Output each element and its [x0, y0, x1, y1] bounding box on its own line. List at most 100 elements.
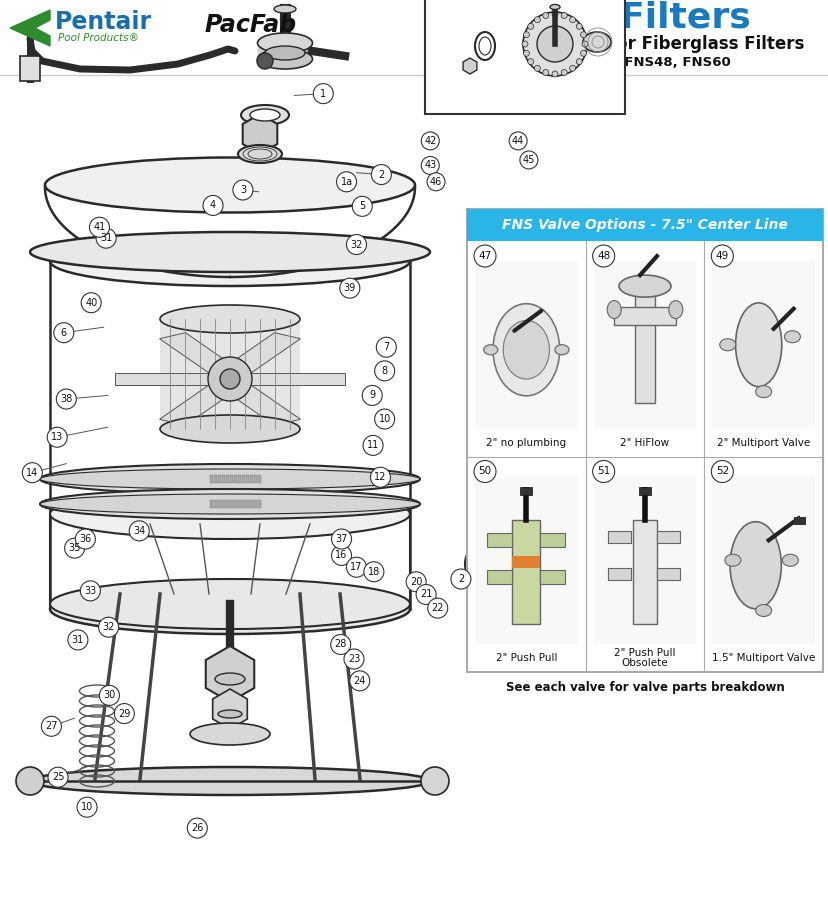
- Ellipse shape: [783, 331, 800, 343]
- Circle shape: [575, 59, 581, 65]
- Circle shape: [331, 545, 351, 565]
- Ellipse shape: [238, 145, 282, 163]
- Text: 1a: 1a: [340, 176, 352, 187]
- Text: 48: 48: [596, 251, 609, 261]
- Text: 12: 12: [374, 472, 386, 483]
- Circle shape: [522, 32, 529, 38]
- Bar: [258, 43, 311, 59]
- Ellipse shape: [734, 303, 781, 386]
- Polygon shape: [159, 381, 240, 425]
- Circle shape: [710, 245, 733, 267]
- Bar: [633, 520, 657, 624]
- Text: 17: 17: [350, 562, 362, 573]
- Text: 32: 32: [350, 239, 362, 250]
- Circle shape: [99, 617, 118, 637]
- Text: 6: 6: [60, 327, 67, 338]
- Text: 47: 47: [478, 251, 491, 261]
- Text: 31: 31: [100, 233, 112, 244]
- Bar: [593, 261, 696, 428]
- Bar: [540, 570, 565, 584]
- Bar: [258, 500, 261, 508]
- Circle shape: [580, 50, 586, 56]
- Text: 9: 9: [368, 390, 375, 401]
- Bar: [214, 475, 217, 483]
- Text: 52: 52: [715, 466, 728, 476]
- Circle shape: [522, 12, 586, 76]
- Ellipse shape: [50, 236, 410, 286]
- Bar: [634, 286, 654, 404]
- Bar: [657, 567, 679, 580]
- Text: Pool Products®: Pool Products®: [58, 33, 139, 43]
- Ellipse shape: [719, 339, 734, 351]
- Bar: [233, 500, 237, 508]
- Ellipse shape: [241, 105, 289, 125]
- Circle shape: [257, 53, 272, 69]
- Circle shape: [47, 427, 67, 447]
- Circle shape: [450, 569, 470, 589]
- Bar: [425, 0, 624, 114]
- Ellipse shape: [30, 767, 430, 795]
- Circle shape: [508, 132, 527, 150]
- Ellipse shape: [274, 5, 296, 13]
- Bar: [218, 475, 221, 483]
- Circle shape: [710, 461, 733, 483]
- Text: 31: 31: [72, 634, 84, 645]
- Text: 51: 51: [596, 466, 609, 476]
- Text: 2" HiFlow: 2" HiFlow: [619, 437, 669, 447]
- Circle shape: [363, 562, 383, 582]
- Text: 3: 3: [239, 185, 246, 195]
- Circle shape: [89, 217, 109, 237]
- Bar: [487, 570, 512, 584]
- Bar: [229, 475, 233, 483]
- Ellipse shape: [50, 489, 410, 539]
- Circle shape: [575, 24, 581, 29]
- Bar: [607, 567, 630, 580]
- Bar: [466, 209, 822, 672]
- Bar: [253, 475, 257, 483]
- Ellipse shape: [16, 767, 44, 795]
- Text: 22: 22: [431, 603, 444, 614]
- Text: 11: 11: [367, 440, 378, 451]
- Circle shape: [54, 323, 74, 343]
- Bar: [160, 319, 300, 429]
- Circle shape: [56, 389, 76, 409]
- Text: 2" no plumbing: 2" no plumbing: [486, 437, 566, 447]
- Circle shape: [519, 151, 537, 169]
- Polygon shape: [219, 333, 300, 377]
- Circle shape: [592, 245, 614, 267]
- Bar: [466, 209, 822, 241]
- Bar: [474, 476, 577, 644]
- Text: 37: 37: [335, 534, 347, 544]
- Circle shape: [542, 13, 548, 18]
- Bar: [512, 520, 540, 624]
- Text: 43: 43: [424, 160, 436, 171]
- Bar: [229, 500, 233, 508]
- Text: 1: 1: [320, 88, 326, 99]
- Circle shape: [561, 69, 566, 75]
- Bar: [246, 500, 248, 508]
- Text: 40: 40: [85, 297, 97, 308]
- Text: 33: 33: [84, 585, 96, 596]
- Circle shape: [330, 634, 350, 654]
- Text: 2" Multiport Valve: 2" Multiport Valve: [716, 437, 809, 447]
- Bar: [226, 475, 229, 483]
- Bar: [711, 476, 814, 644]
- Circle shape: [339, 278, 359, 298]
- Text: 50: 50: [478, 466, 491, 476]
- Circle shape: [41, 716, 61, 736]
- Ellipse shape: [782, 554, 797, 566]
- Circle shape: [75, 529, 95, 549]
- Ellipse shape: [606, 301, 620, 318]
- Bar: [209, 500, 213, 508]
- Ellipse shape: [214, 673, 245, 685]
- Text: 41: 41: [94, 222, 105, 233]
- Ellipse shape: [40, 489, 420, 519]
- Circle shape: [527, 59, 533, 65]
- Ellipse shape: [755, 385, 771, 397]
- Circle shape: [421, 132, 439, 150]
- Bar: [226, 500, 229, 508]
- Bar: [474, 261, 577, 428]
- Ellipse shape: [619, 275, 670, 297]
- Circle shape: [534, 16, 540, 23]
- Ellipse shape: [549, 5, 560, 9]
